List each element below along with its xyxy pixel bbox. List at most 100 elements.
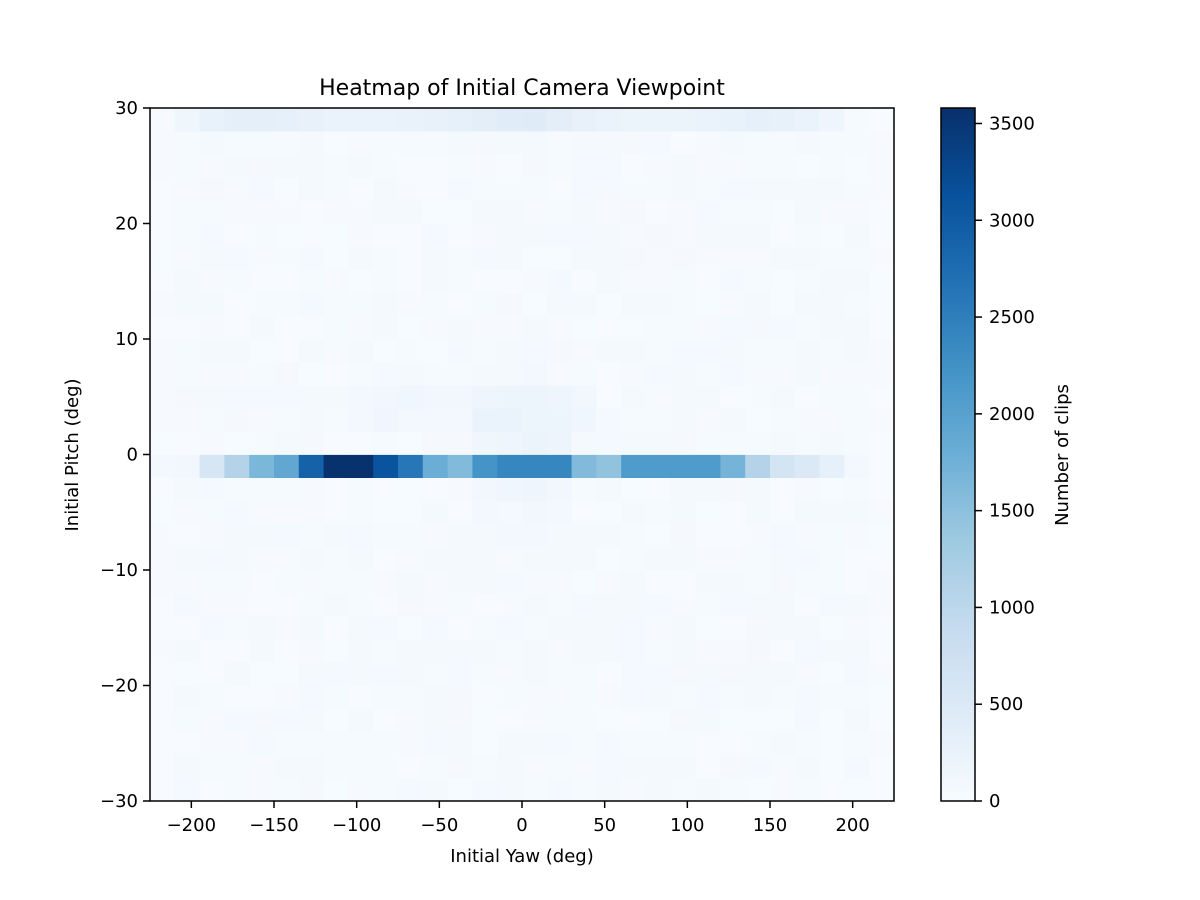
heatmap-cell <box>224 177 250 201</box>
heatmap-cell <box>670 362 696 386</box>
heatmap-cell <box>447 339 473 363</box>
heatmap-cell <box>745 269 771 294</box>
heatmap-cell <box>844 269 870 294</box>
heatmap-cell <box>770 408 796 432</box>
heatmap-cell <box>720 454 746 478</box>
heatmap-cell <box>224 200 250 224</box>
heatmap-cell <box>646 431 672 455</box>
heatmap-cell <box>348 154 374 178</box>
heatmap-cell <box>323 362 349 386</box>
heatmap-cell <box>150 154 176 178</box>
heatmap-cell <box>224 292 250 317</box>
heatmap-cell <box>770 685 796 709</box>
heatmap-cell <box>274 546 300 571</box>
heatmap-cell <box>447 431 473 455</box>
heatmap-cell <box>670 154 696 178</box>
heatmap-cell <box>819 431 845 455</box>
heatmap-cell <box>844 246 870 271</box>
heatmap-cell <box>646 177 672 201</box>
heatmap-cell <box>596 616 622 640</box>
heatmap-cell <box>199 385 225 409</box>
heatmap-cell <box>869 362 895 386</box>
heatmap-cell <box>373 269 399 294</box>
heatmap-cell <box>794 385 820 409</box>
heatmap-cell <box>546 570 572 594</box>
heatmap-cell <box>274 523 300 548</box>
heatmap-cell <box>174 315 200 340</box>
heatmap-cell <box>720 339 746 363</box>
heatmap-cell <box>323 223 349 247</box>
heatmap-cell <box>522 315 548 340</box>
heatmap-cell <box>596 685 622 709</box>
heatmap-cell <box>794 408 820 432</box>
heatmap-cell <box>844 593 870 617</box>
heatmap-cell <box>497 269 523 294</box>
heatmap-cell <box>224 223 250 247</box>
heatmap-cell <box>422 362 448 386</box>
heatmap-cell <box>819 523 845 548</box>
y-tick-label: 0 <box>127 445 138 466</box>
heatmap-cell <box>819 177 845 201</box>
heatmap-cell <box>249 154 275 178</box>
heatmap-cell <box>745 477 771 502</box>
heatmap-cell <box>497 246 523 271</box>
heatmap-cell <box>869 292 895 317</box>
heatmap-cell <box>546 431 572 455</box>
heatmap-cell <box>298 685 324 709</box>
heatmap-cell <box>571 223 597 247</box>
heatmap-cell <box>745 777 771 802</box>
heatmap-cell <box>447 708 473 733</box>
heatmap-cell <box>695 639 721 663</box>
colorbar-tick-label: 1500 <box>989 501 1035 522</box>
heatmap-cell <box>745 662 771 686</box>
heatmap-cell <box>150 500 176 525</box>
heatmap-cell <box>546 593 572 617</box>
heatmap-cell <box>323 131 349 155</box>
heatmap-cell <box>621 200 647 224</box>
heatmap-cell <box>398 708 424 733</box>
heatmap-cell <box>199 154 225 178</box>
heatmap-cell <box>621 223 647 247</box>
heatmap-cell <box>472 546 498 571</box>
heatmap-cell <box>497 292 523 317</box>
heatmap-cell <box>670 177 696 201</box>
heatmap-cell <box>844 754 870 779</box>
heatmap-cell <box>323 408 349 432</box>
heatmap-cell <box>373 223 399 247</box>
heatmap-cell <box>596 154 622 178</box>
heatmap-cell <box>720 777 746 802</box>
heatmap-cell <box>794 246 820 271</box>
heatmap-cell <box>373 177 399 201</box>
heatmap-cell <box>398 154 424 178</box>
heatmap-cell <box>323 593 349 617</box>
heatmap-cell <box>522 500 548 525</box>
heatmap-cell <box>695 731 721 756</box>
heatmap-cell <box>298 593 324 617</box>
heatmap-cell <box>745 385 771 409</box>
heatmap-cell <box>844 108 870 132</box>
heatmap-cell <box>720 131 746 155</box>
heatmap-cell <box>199 108 225 132</box>
heatmap-cell <box>621 477 647 502</box>
heatmap-cell <box>150 292 176 317</box>
heatmap-cell <box>745 200 771 224</box>
heatmap-cell <box>174 108 200 132</box>
heatmap-cell <box>546 500 572 525</box>
heatmap-cell <box>472 431 498 455</box>
heatmap-cell <box>348 754 374 779</box>
heatmap-cell <box>422 500 448 525</box>
heatmap-cell <box>745 500 771 525</box>
heatmap-cell <box>646 315 672 340</box>
heatmap-cell <box>348 385 374 409</box>
heatmap-cell <box>596 362 622 386</box>
heatmap-cell <box>571 385 597 409</box>
heatmap-cell <box>522 685 548 709</box>
heatmap-cell <box>844 315 870 340</box>
heatmap-cell <box>373 546 399 571</box>
colorbar-ticks: 0 500 1000 1500 2000 2500 3000 3500 <box>975 113 1035 812</box>
heatmap-cell <box>794 131 820 155</box>
heatmap-cell <box>596 408 622 432</box>
heatmap-cell <box>497 223 523 247</box>
heatmap-cell <box>323 500 349 525</box>
